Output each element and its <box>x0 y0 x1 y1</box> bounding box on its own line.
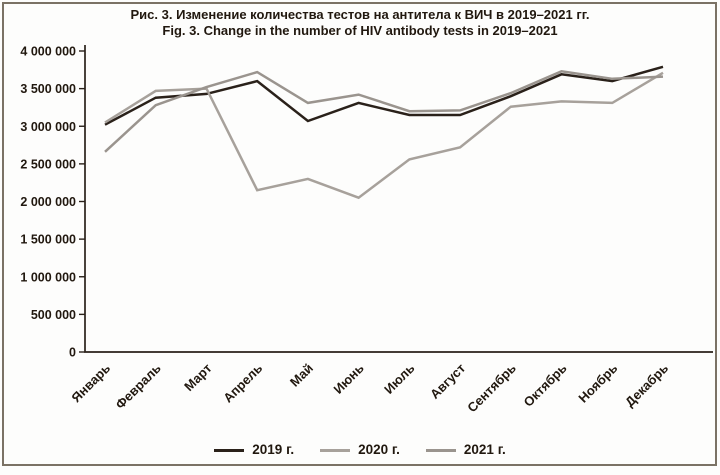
legend-item-2021: 2021 г. <box>425 442 506 458</box>
y-axis-label: 1 500 000 <box>20 233 76 247</box>
x-axis-label: Июль <box>381 361 417 397</box>
y-axis-label: 2 000 000 <box>20 195 76 209</box>
legend-item-2019: 2019 г. <box>214 443 294 457</box>
series-line-2020 <box>104 71 664 200</box>
chart-title-ru: Рис. 3. Изменение количества тестов на а… <box>130 7 590 22</box>
x-axis-label: Август <box>427 361 468 402</box>
y-axis-label: 4 000 000 <box>20 45 76 59</box>
y-axis-label: 0 <box>69 346 76 360</box>
legend-swatch-2020-icon <box>320 448 351 452</box>
series-line-2019 <box>104 65 664 126</box>
legend-label-2021: 2021 г. <box>463 442 506 458</box>
x-axis-label: Март <box>181 361 214 394</box>
series-line-2021 <box>104 70 664 153</box>
legend-label-2019: 2019 г. <box>252 442 295 458</box>
legend-label-2020: 2020 г. <box>358 442 400 458</box>
legend-swatch-2019-icon <box>214 448 245 452</box>
x-axis-label: Сентябрь <box>464 361 519 416</box>
x-axis-label: Апрель <box>220 361 265 406</box>
chart-title-en: Fig. 3. Change in the number of HIV anti… <box>162 23 558 38</box>
line-chart: 0 500 000 1 000 000 1 500 000 2 000 000 2 500… <box>20 45 713 416</box>
y-axis-label: 1 000 000 <box>20 270 76 284</box>
y-axis-label: 3 000 000 <box>20 120 76 134</box>
x-axis-label: Май <box>287 361 316 390</box>
x-axis-label: Июнь <box>330 361 366 397</box>
x-axis-label: Октябрь <box>520 361 569 410</box>
chart-legend: 2019 г. 2020 г. 2021 г. <box>0 440 720 460</box>
legend-swatch-2021-icon <box>425 448 456 452</box>
x-axis-label: Декабрь <box>622 361 671 410</box>
y-axis-label: 2 500 000 <box>20 157 76 171</box>
y-axis-label: 500 000 <box>31 308 76 322</box>
x-axis-label: Ноябрь <box>575 361 620 406</box>
chart-title: Рис. 3. Изменение количества тестов на а… <box>0 7 720 39</box>
x-axis-label: Январь <box>68 361 113 406</box>
legend-item-2020: 2020 г. <box>320 443 400 457</box>
y-axis-label: 3 500 000 <box>20 82 76 96</box>
x-axis-label: Февраль <box>112 361 163 412</box>
